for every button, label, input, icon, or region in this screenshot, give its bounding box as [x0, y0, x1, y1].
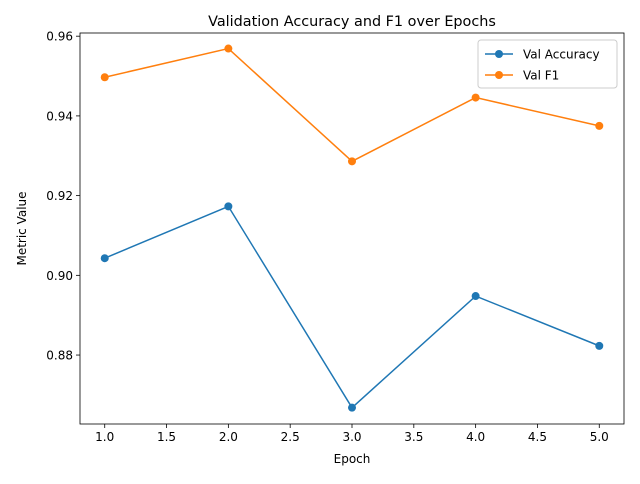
x-tick-label: 1.0 [95, 430, 114, 444]
chart-title: Validation Accuracy and F1 over Epochs [208, 14, 496, 30]
y-tick-label: 0.96 [46, 30, 73, 44]
data-point-val-accuracy [471, 292, 480, 301]
series-line-val-accuracy [104, 205, 600, 409]
y-tick-label: 0.90 [46, 269, 73, 283]
legend-marker [495, 71, 503, 79]
x-axis-ticks: 1.0 1.5 2.0 2.5 3.0 3.5 4.0 4.5 5.0 [95, 424, 609, 444]
data-point-val-f1 [595, 121, 604, 130]
data-point-val-accuracy [595, 341, 604, 350]
series-val-f1 [100, 44, 604, 166]
x-tick-label: 4.5 [528, 430, 547, 444]
legend-marker [495, 50, 503, 58]
plot-frame [79, 32, 625, 425]
data-point-val-f1 [348, 157, 356, 166]
x-tick-label: 2.5 [281, 430, 300, 444]
x-tick-label: 5.0 [590, 430, 609, 444]
data-point-val-f1 [471, 93, 480, 102]
legend-label: Val F1 [523, 69, 559, 83]
data-point-val-accuracy [348, 403, 356, 412]
data-point-val-accuracy [100, 254, 109, 263]
data-point-val-accuracy [224, 202, 233, 211]
legend-item: Val F1 [485, 69, 559, 83]
y-tick-label: 0.94 [46, 109, 73, 123]
legend-label: Val Accuracy [523, 48, 600, 62]
x-axis-label: Epoch [334, 452, 371, 466]
y-axis-ticks: 0.88 0.90 0.92 0.94 0.96 [46, 30, 80, 363]
series-layer [100, 44, 604, 412]
x-tick-label: 4.0 [466, 430, 485, 444]
legend-box [477, 39, 618, 89]
y-tick-label: 0.88 [46, 349, 73, 363]
data-point-val-f1 [100, 73, 109, 82]
legend: Val Accuracy Val F1 [477, 39, 618, 89]
x-tick-label: 2.0 [219, 430, 238, 444]
legend-item: Val Accuracy [485, 48, 600, 62]
y-tick-label: 0.92 [46, 189, 73, 203]
x-tick-label: 3.0 [342, 430, 361, 444]
data-point-val-f1 [224, 44, 233, 53]
y-axis-label: Metric Value [15, 191, 29, 265]
series-val-accuracy [100, 202, 604, 412]
x-tick-label: 1.5 [157, 430, 176, 444]
x-tick-label: 3.5 [404, 430, 423, 444]
plot-area [79, 32, 625, 425]
